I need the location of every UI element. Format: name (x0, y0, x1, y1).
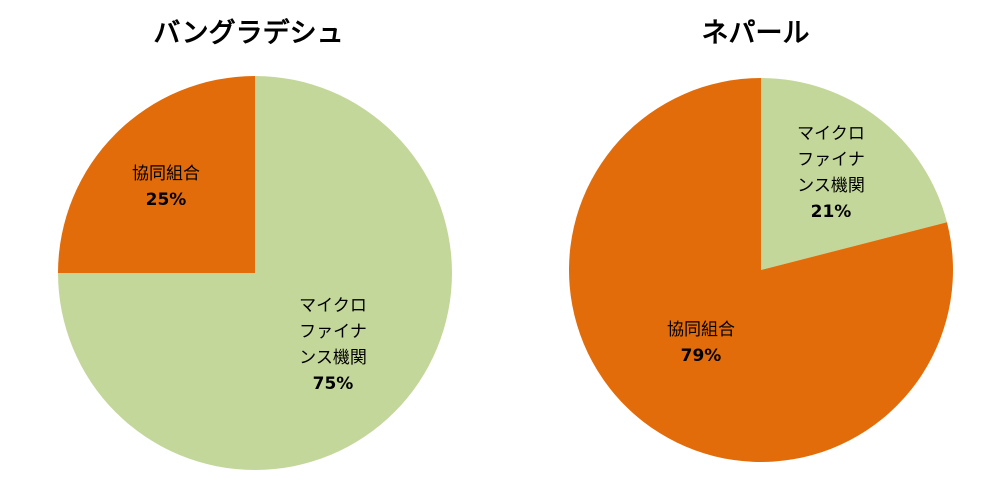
pie-slice (569, 78, 954, 462)
slice-value-label: 21% (810, 202, 852, 222)
pie-slice (58, 76, 255, 273)
slice-category-label: 協同組合 (667, 320, 735, 340)
slice-label: マイクロ ファイナ ンス機関 21% (776, 121, 886, 225)
chart-title: バングラデシュ (153, 18, 344, 49)
slice-category-label: マイクロ ファイナ ンス機関 (299, 296, 367, 368)
bangladesh-pie-chart: バングラデシュ マイクロ ファイナ ンス機関 75% 協同組合 25% (0, 0, 497, 495)
nepal-pie-svg (569, 78, 954, 462)
nepal-pie-chart: ネパール マイクロ ファイナ ンス機関 21% 協同組合 79% (507, 0, 995, 495)
bangladesh-pie-svg (58, 76, 452, 470)
slice-value-label: 25% (145, 190, 187, 210)
pie-slice (761, 78, 947, 270)
slice-label: マイクロ ファイナ ンス機関 75% (278, 293, 388, 397)
slice-label: 協同組合 25% (116, 161, 216, 213)
chart-title: ネパール (701, 18, 810, 49)
slice-category-label: 協同組合 (132, 164, 200, 184)
slice-label: 協同組合 79% (651, 317, 751, 369)
slice-category-label: マイクロ ファイナ ンス機関 (797, 124, 865, 196)
slice-value-label: 79% (680, 346, 722, 366)
slice-value-label: 75% (312, 374, 354, 394)
